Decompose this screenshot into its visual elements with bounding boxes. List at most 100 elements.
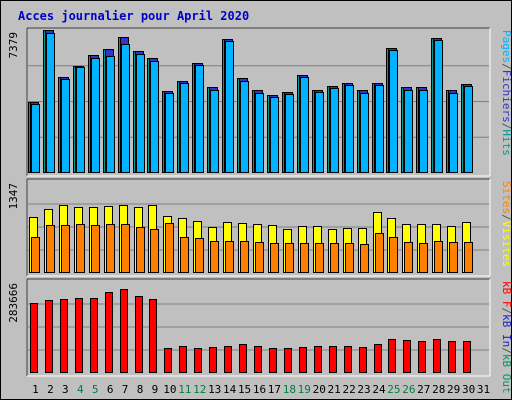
chart-title: Acces journalier pour April 2020 — [18, 9, 249, 23]
bar-sites — [464, 242, 473, 273]
panel-visits-day-14 — [223, 222, 234, 273]
bar-sites — [180, 237, 189, 273]
panel-hits-day-17 — [267, 95, 279, 173]
bar-sites-outline — [300, 243, 309, 273]
panel-kbytes-day-23 — [359, 347, 367, 373]
bar-sites — [345, 243, 354, 273]
x-tick-label: 25 — [387, 383, 400, 396]
bar-fichiers-outline — [225, 41, 234, 173]
panel-visits-legend: Sites/Visites — [500, 181, 512, 267]
bar-kb-f — [433, 339, 441, 373]
bar-sites — [165, 223, 174, 273]
panel-kbytes-day-15 — [239, 344, 247, 373]
bar-fichiers-outline — [419, 90, 428, 173]
panel-hits-legend-item: / — [500, 123, 512, 130]
bar-fichiers-outline — [270, 97, 279, 173]
bar-kb-f-outline — [30, 303, 38, 373]
panel-kbytes-day-29 — [448, 341, 456, 373]
x-tick-label: 19 — [298, 383, 311, 396]
panel-kbytes-day-30 — [463, 341, 471, 373]
panel-hits-legend-item: / — [500, 63, 512, 70]
bar-kb-f-outline — [448, 341, 456, 373]
panel-hits-day-21 — [327, 86, 339, 173]
panel-visits-legend-item: Sites — [500, 181, 512, 214]
x-tick-label: 6 — [107, 383, 114, 396]
x-tick-label: 12 — [193, 383, 206, 396]
bar-kb-f-outline — [209, 347, 217, 373]
bar-fichiers — [464, 86, 473, 173]
panel-visits-day-29 — [447, 226, 458, 273]
x-tick-label: 20 — [313, 383, 326, 396]
bar-kb-f-outline — [179, 346, 187, 373]
panel-kbytes-legend-item: kB Out — [500, 354, 512, 394]
bar-fichiers — [136, 54, 145, 173]
panel-visits-day-26 — [402, 224, 413, 273]
bar-sites — [404, 242, 413, 273]
panel-hits-max-label: 7379 — [7, 32, 20, 59]
panel-hits-day-3 — [58, 77, 70, 173]
bar-kb-f — [344, 346, 352, 373]
bar-kb-f-outline — [90, 298, 98, 373]
panel-hits-day-20 — [312, 90, 324, 173]
bar-sites — [240, 241, 249, 273]
bar-fichiers — [389, 50, 398, 173]
bar-sites-outline — [449, 242, 458, 273]
bar-kb-f — [374, 344, 382, 373]
bar-sites-outline — [180, 237, 189, 273]
bar-fichiers-outline — [165, 93, 174, 173]
x-tick-label: 31 — [477, 383, 490, 396]
panel-visits-day-21 — [328, 229, 339, 273]
x-tick-label: 10 — [163, 383, 176, 396]
bar-sites — [330, 243, 339, 273]
bar-fichiers-outline — [300, 77, 309, 173]
bar-sites — [270, 243, 279, 273]
bar-fichiers — [210, 90, 219, 173]
panel-hits-day-6 — [103, 49, 115, 173]
panel-visits-legend-item: / — [500, 214, 512, 221]
panel-hits-day-19 — [297, 75, 309, 173]
bar-fichiers-outline — [449, 93, 458, 173]
x-tick-label: 24 — [372, 383, 386, 396]
bar-kb-f-outline — [60, 299, 68, 373]
x-tick-label: 9 — [152, 383, 159, 396]
bar-sites-outline — [315, 243, 324, 273]
panel-kbytes-day-13 — [209, 347, 217, 373]
bar-sites-outline — [121, 224, 130, 273]
bar-kb-f — [105, 292, 113, 373]
bar-fichiers — [180, 83, 189, 173]
panel-hits-day-5 — [88, 55, 100, 173]
bar-kb-f — [30, 303, 38, 373]
bar-sites-outline — [285, 243, 294, 273]
bar-fichiers-outline — [345, 85, 354, 173]
panel-hits-day-2 — [43, 30, 55, 173]
bar-kb-f-outline — [194, 348, 202, 373]
bar-fichiers — [315, 92, 324, 173]
bar-sites — [136, 227, 145, 273]
bar-fichiers — [225, 41, 234, 173]
panel-hits-day-14 — [222, 39, 234, 173]
x-tick-label: 17 — [268, 383, 281, 396]
bar-fichiers — [375, 85, 384, 173]
panel-hits-day-29 — [446, 90, 458, 173]
bar-sites — [255, 242, 264, 273]
bar-fichiers-outline — [315, 92, 324, 173]
panel-visits-day-4 — [74, 207, 85, 273]
panel-visits-day-30 — [462, 222, 473, 273]
panel-kbytes-day-26 — [403, 340, 411, 373]
bar-kb-f — [45, 300, 53, 373]
bar-sites-outline — [330, 243, 339, 273]
bar-sites — [76, 224, 85, 273]
bar-sites — [91, 225, 100, 273]
bar-fichiers-outline — [389, 50, 398, 173]
panel-hits-day-10 — [162, 91, 174, 173]
bar-kb-f-outline — [75, 298, 83, 373]
panel-visits-day-11 — [178, 218, 189, 273]
bar-sites-outline — [389, 237, 398, 273]
panel-hits-day-1 — [28, 102, 40, 173]
bar-fichiers-outline — [106, 56, 115, 173]
bar-sites-outline — [404, 242, 413, 273]
panel-visits-day-7 — [119, 205, 130, 273]
bar-kb-f — [120, 289, 128, 373]
bar-fichiers — [165, 93, 174, 173]
bar-kb-f-outline — [135, 296, 143, 373]
